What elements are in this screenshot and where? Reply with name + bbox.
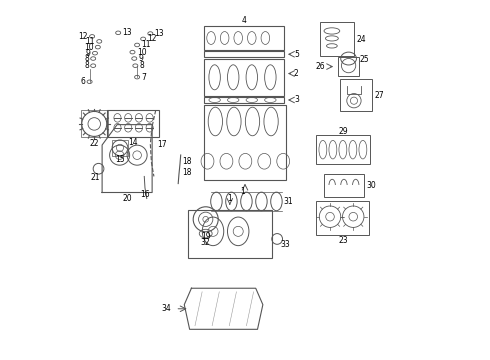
Text: 23: 23 (338, 236, 348, 245)
Text: 25: 25 (359, 55, 369, 64)
Text: 32: 32 (201, 238, 211, 247)
Text: 16: 16 (141, 190, 150, 199)
Text: 31: 31 (284, 197, 293, 206)
Text: 9: 9 (86, 49, 91, 58)
Text: 17: 17 (157, 140, 167, 149)
Text: 15: 15 (115, 155, 125, 164)
Text: 2: 2 (294, 69, 299, 78)
Text: 9: 9 (139, 54, 144, 63)
Text: 14: 14 (128, 138, 138, 147)
Text: 8: 8 (140, 61, 145, 70)
Text: 6: 6 (80, 77, 85, 86)
Text: 19: 19 (201, 232, 211, 241)
Text: 33: 33 (281, 240, 291, 249)
Text: 20: 20 (122, 194, 132, 203)
Text: 13: 13 (122, 28, 132, 37)
Text: 27: 27 (375, 91, 384, 100)
Text: 11: 11 (85, 37, 95, 46)
Text: 8: 8 (84, 54, 89, 63)
Text: 3: 3 (294, 95, 299, 104)
Text: 22: 22 (90, 139, 99, 148)
Text: 34: 34 (161, 304, 171, 313)
Text: 11: 11 (142, 40, 151, 49)
Text: 18: 18 (182, 157, 192, 166)
Text: 1: 1 (240, 187, 245, 196)
Text: 30: 30 (367, 181, 376, 190)
Text: 29: 29 (339, 127, 348, 136)
Text: 10: 10 (137, 48, 147, 57)
Text: 8: 8 (84, 61, 89, 70)
Text: 7: 7 (142, 73, 147, 82)
Text: 18: 18 (182, 168, 192, 177)
Text: 12: 12 (147, 35, 157, 44)
Text: 21: 21 (91, 173, 100, 182)
Text: 13: 13 (155, 29, 164, 38)
Text: 4: 4 (242, 15, 246, 24)
Text: 12: 12 (78, 32, 88, 41)
Text: 26: 26 (316, 62, 325, 71)
Text: 5: 5 (294, 50, 299, 59)
Text: 1: 1 (227, 194, 232, 203)
Text: 24: 24 (357, 35, 367, 44)
Text: 10: 10 (84, 42, 94, 51)
